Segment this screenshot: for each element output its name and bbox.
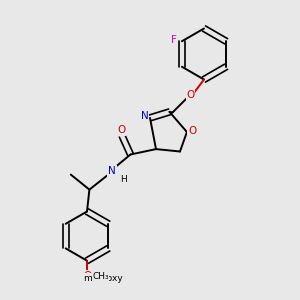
Text: H: H: [121, 175, 127, 184]
Text: CH₃: CH₃: [92, 272, 109, 281]
Text: N: N: [108, 166, 116, 176]
Text: O: O: [188, 125, 196, 136]
Text: F: F: [171, 35, 176, 45]
Text: O: O: [117, 125, 126, 135]
Text: N: N: [141, 111, 148, 122]
Text: O: O: [186, 90, 195, 100]
Text: methoxy: methoxy: [83, 274, 122, 283]
Text: O: O: [83, 271, 91, 281]
